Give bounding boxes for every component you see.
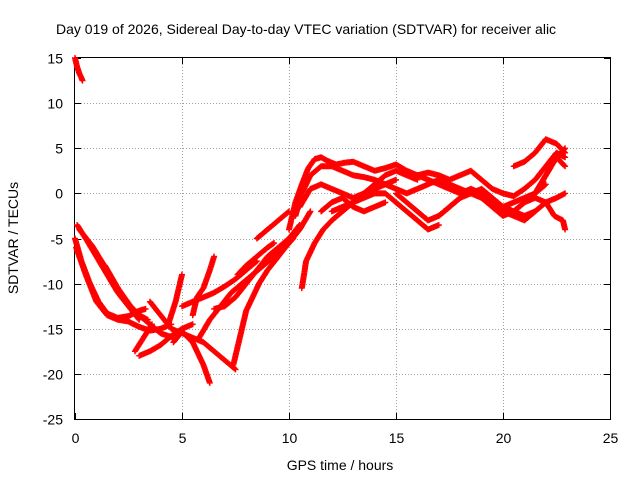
data-point-marker	[179, 271, 185, 278]
x-tick-label: 5	[179, 430, 187, 446]
data-point-marker	[189, 321, 196, 328]
grid-lines	[75, 58, 610, 419]
y-tick-label: -5	[51, 232, 64, 248]
data-point-marker	[382, 199, 389, 206]
x-axis-label: GPS time / hours	[287, 457, 394, 473]
x-tick-label: 15	[389, 430, 405, 446]
y-tick-label: 15	[47, 51, 63, 67]
chart-title: Day 019 of 2026, Sidereal Day-to-day VTE…	[56, 21, 556, 37]
series-track-j	[166, 271, 185, 325]
data-point-marker	[561, 162, 568, 169]
y-tick-label: -15	[43, 322, 63, 338]
y-tick-label: -10	[43, 277, 63, 293]
x-tick-label: 25	[603, 430, 619, 446]
y-tick-label: 5	[55, 141, 63, 157]
data-point-marker	[531, 209, 538, 216]
y-tick-label: 0	[55, 186, 63, 202]
data-point-marker	[142, 305, 149, 312]
data-point-marker	[285, 209, 291, 216]
series-track-a	[72, 55, 86, 84]
series-track-w	[318, 194, 389, 215]
data-point-marker	[562, 149, 569, 156]
data-point-marker	[532, 208, 539, 215]
data-point-marker	[149, 321, 155, 328]
series-track-c	[73, 244, 175, 334]
data-point-marker	[561, 148, 568, 155]
data-point-marker	[562, 190, 569, 197]
data-point-marker	[79, 77, 86, 84]
y-tick-label: 10	[47, 96, 63, 112]
data-point-marker	[211, 253, 218, 260]
data-point-marker	[562, 163, 569, 170]
series-track-ab	[489, 194, 569, 233]
data-point-marker	[231, 365, 238, 372]
data-point-marker	[135, 315, 142, 322]
data-series	[72, 55, 569, 386]
series-track-q	[234, 240, 277, 278]
data-point-marker	[562, 226, 569, 233]
axis-tick-labels: 0 5 10 15 20 25 -25 -20 -15 -10 -5 0 5 10 15	[43, 51, 619, 447]
data-point-marker	[393, 176, 399, 183]
axis-ticks	[75, 58, 611, 420]
data-point-marker	[136, 316, 143, 323]
y-axis-label: SDTVAR / TECUs	[5, 182, 21, 294]
data-point-marker	[435, 222, 442, 228]
data-point-marker	[206, 379, 213, 386]
series-track-ac	[510, 136, 569, 170]
series-track-ad	[532, 154, 569, 197]
series-track-k	[170, 328, 213, 386]
x-tick-label: 20	[496, 430, 512, 446]
series-track-f	[102, 262, 143, 323]
series-track-g	[131, 321, 155, 355]
data-point-marker	[232, 366, 239, 373]
data-point-marker	[307, 208, 314, 215]
x-tick-label: 10	[282, 430, 298, 446]
data-point-marker	[271, 240, 277, 246]
series-track-r	[253, 208, 292, 242]
series-track-x	[328, 190, 442, 233]
series-track-m	[189, 253, 218, 319]
y-tick-label: -25	[43, 412, 63, 428]
plot-frame	[74, 57, 611, 420]
series-track-p	[230, 208, 314, 368]
x-tick-label: 0	[72, 430, 80, 446]
y-tick-label: -20	[43, 367, 63, 383]
